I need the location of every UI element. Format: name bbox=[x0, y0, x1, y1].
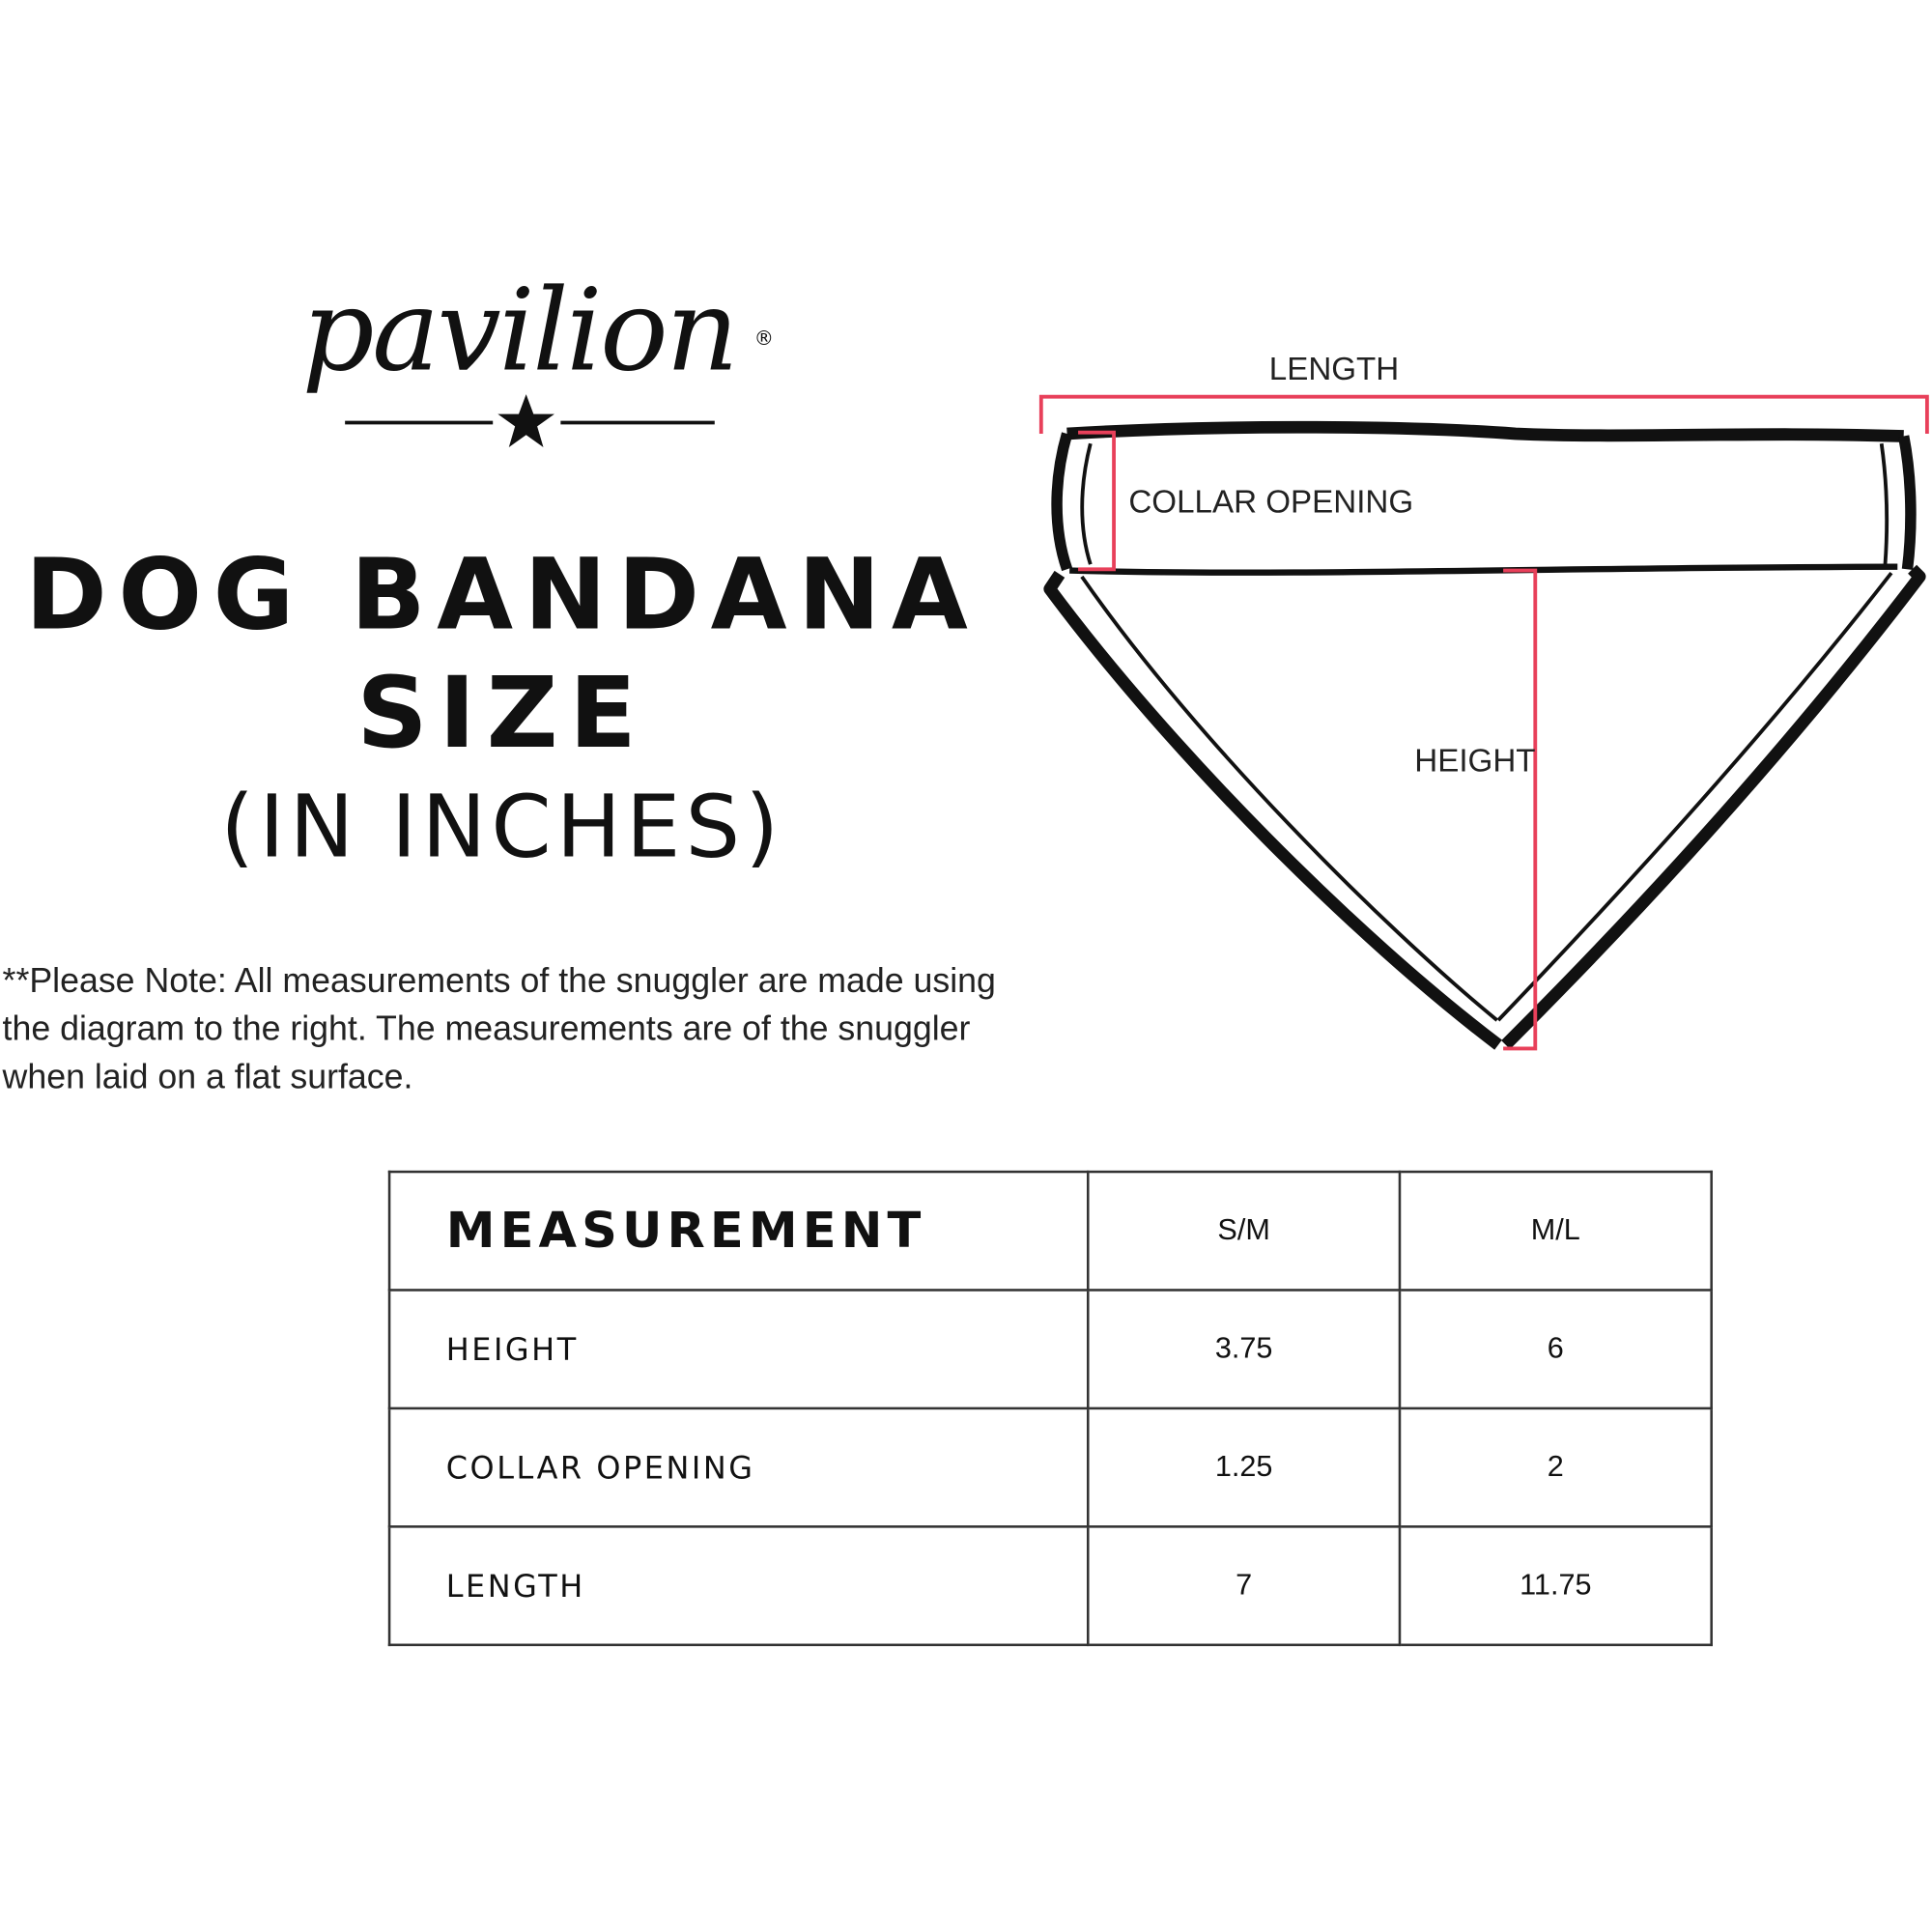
row-ml: 6 bbox=[1398, 1289, 1713, 1410]
header-ml: M/L bbox=[1398, 1170, 1713, 1292]
bandana-fold-line bbox=[1069, 563, 1898, 576]
measurement-note: **Please Note: All measurements of the s… bbox=[2, 960, 996, 1095]
logo-text: pavilion bbox=[301, 265, 738, 397]
bandana-top-edge bbox=[1066, 420, 1904, 442]
table-row: COLLAR OPENING 1.25 2 bbox=[387, 1406, 1713, 1528]
row-sm: 1.25 bbox=[1086, 1406, 1402, 1528]
title-unit: (IN INCHES) bbox=[220, 776, 784, 878]
bandana-left-band bbox=[1051, 432, 1073, 572]
registered-mark: ® bbox=[753, 327, 775, 351]
bandana-right-edge bbox=[1501, 564, 1926, 1050]
title-line-2: SIZE bbox=[356, 655, 648, 771]
row-ml: 11.75 bbox=[1398, 1525, 1713, 1647]
header-sm: S/M bbox=[1086, 1170, 1402, 1292]
row-name: HEIGHT bbox=[387, 1289, 1090, 1410]
title-line-1: DOG BANDANA bbox=[25, 537, 980, 652]
length-bracket bbox=[1038, 394, 1929, 434]
bandana-left-edge bbox=[1043, 570, 1502, 1050]
size-table: MEASUREMENT S/M M/L HEIGHT 3.75 6 COLLAR… bbox=[387, 1170, 1713, 1647]
row-sm: 7 bbox=[1086, 1525, 1402, 1647]
height-label: HEIGHT bbox=[1414, 743, 1535, 779]
row-ml: 2 bbox=[1398, 1406, 1713, 1528]
table-row: LENGTH 7 11.75 bbox=[387, 1525, 1713, 1647]
pavilion-logo: pavilion ® bbox=[296, 265, 788, 462]
table-row: HEIGHT 3.75 6 bbox=[387, 1289, 1713, 1410]
collar-bracket bbox=[1078, 430, 1116, 572]
table-header-row: MEASUREMENT S/M M/L bbox=[387, 1170, 1713, 1292]
bandana-right-band bbox=[1898, 435, 1917, 570]
height-bracket bbox=[1503, 568, 1538, 1051]
row-name: COLLAR OPENING bbox=[387, 1406, 1090, 1528]
collar-opening-label: COLLAR OPENING bbox=[1128, 485, 1413, 521]
header-measurement: MEASUREMENT bbox=[387, 1170, 1090, 1292]
row-name: LENGTH bbox=[387, 1525, 1090, 1647]
bandana-diagram: LENGTH COLLAR OPENING HEIGHT bbox=[1038, 352, 1929, 1051]
star-divider-icon bbox=[345, 394, 715, 448]
length-label: LENGTH bbox=[1269, 352, 1400, 387]
row-sm: 3.75 bbox=[1086, 1289, 1402, 1410]
